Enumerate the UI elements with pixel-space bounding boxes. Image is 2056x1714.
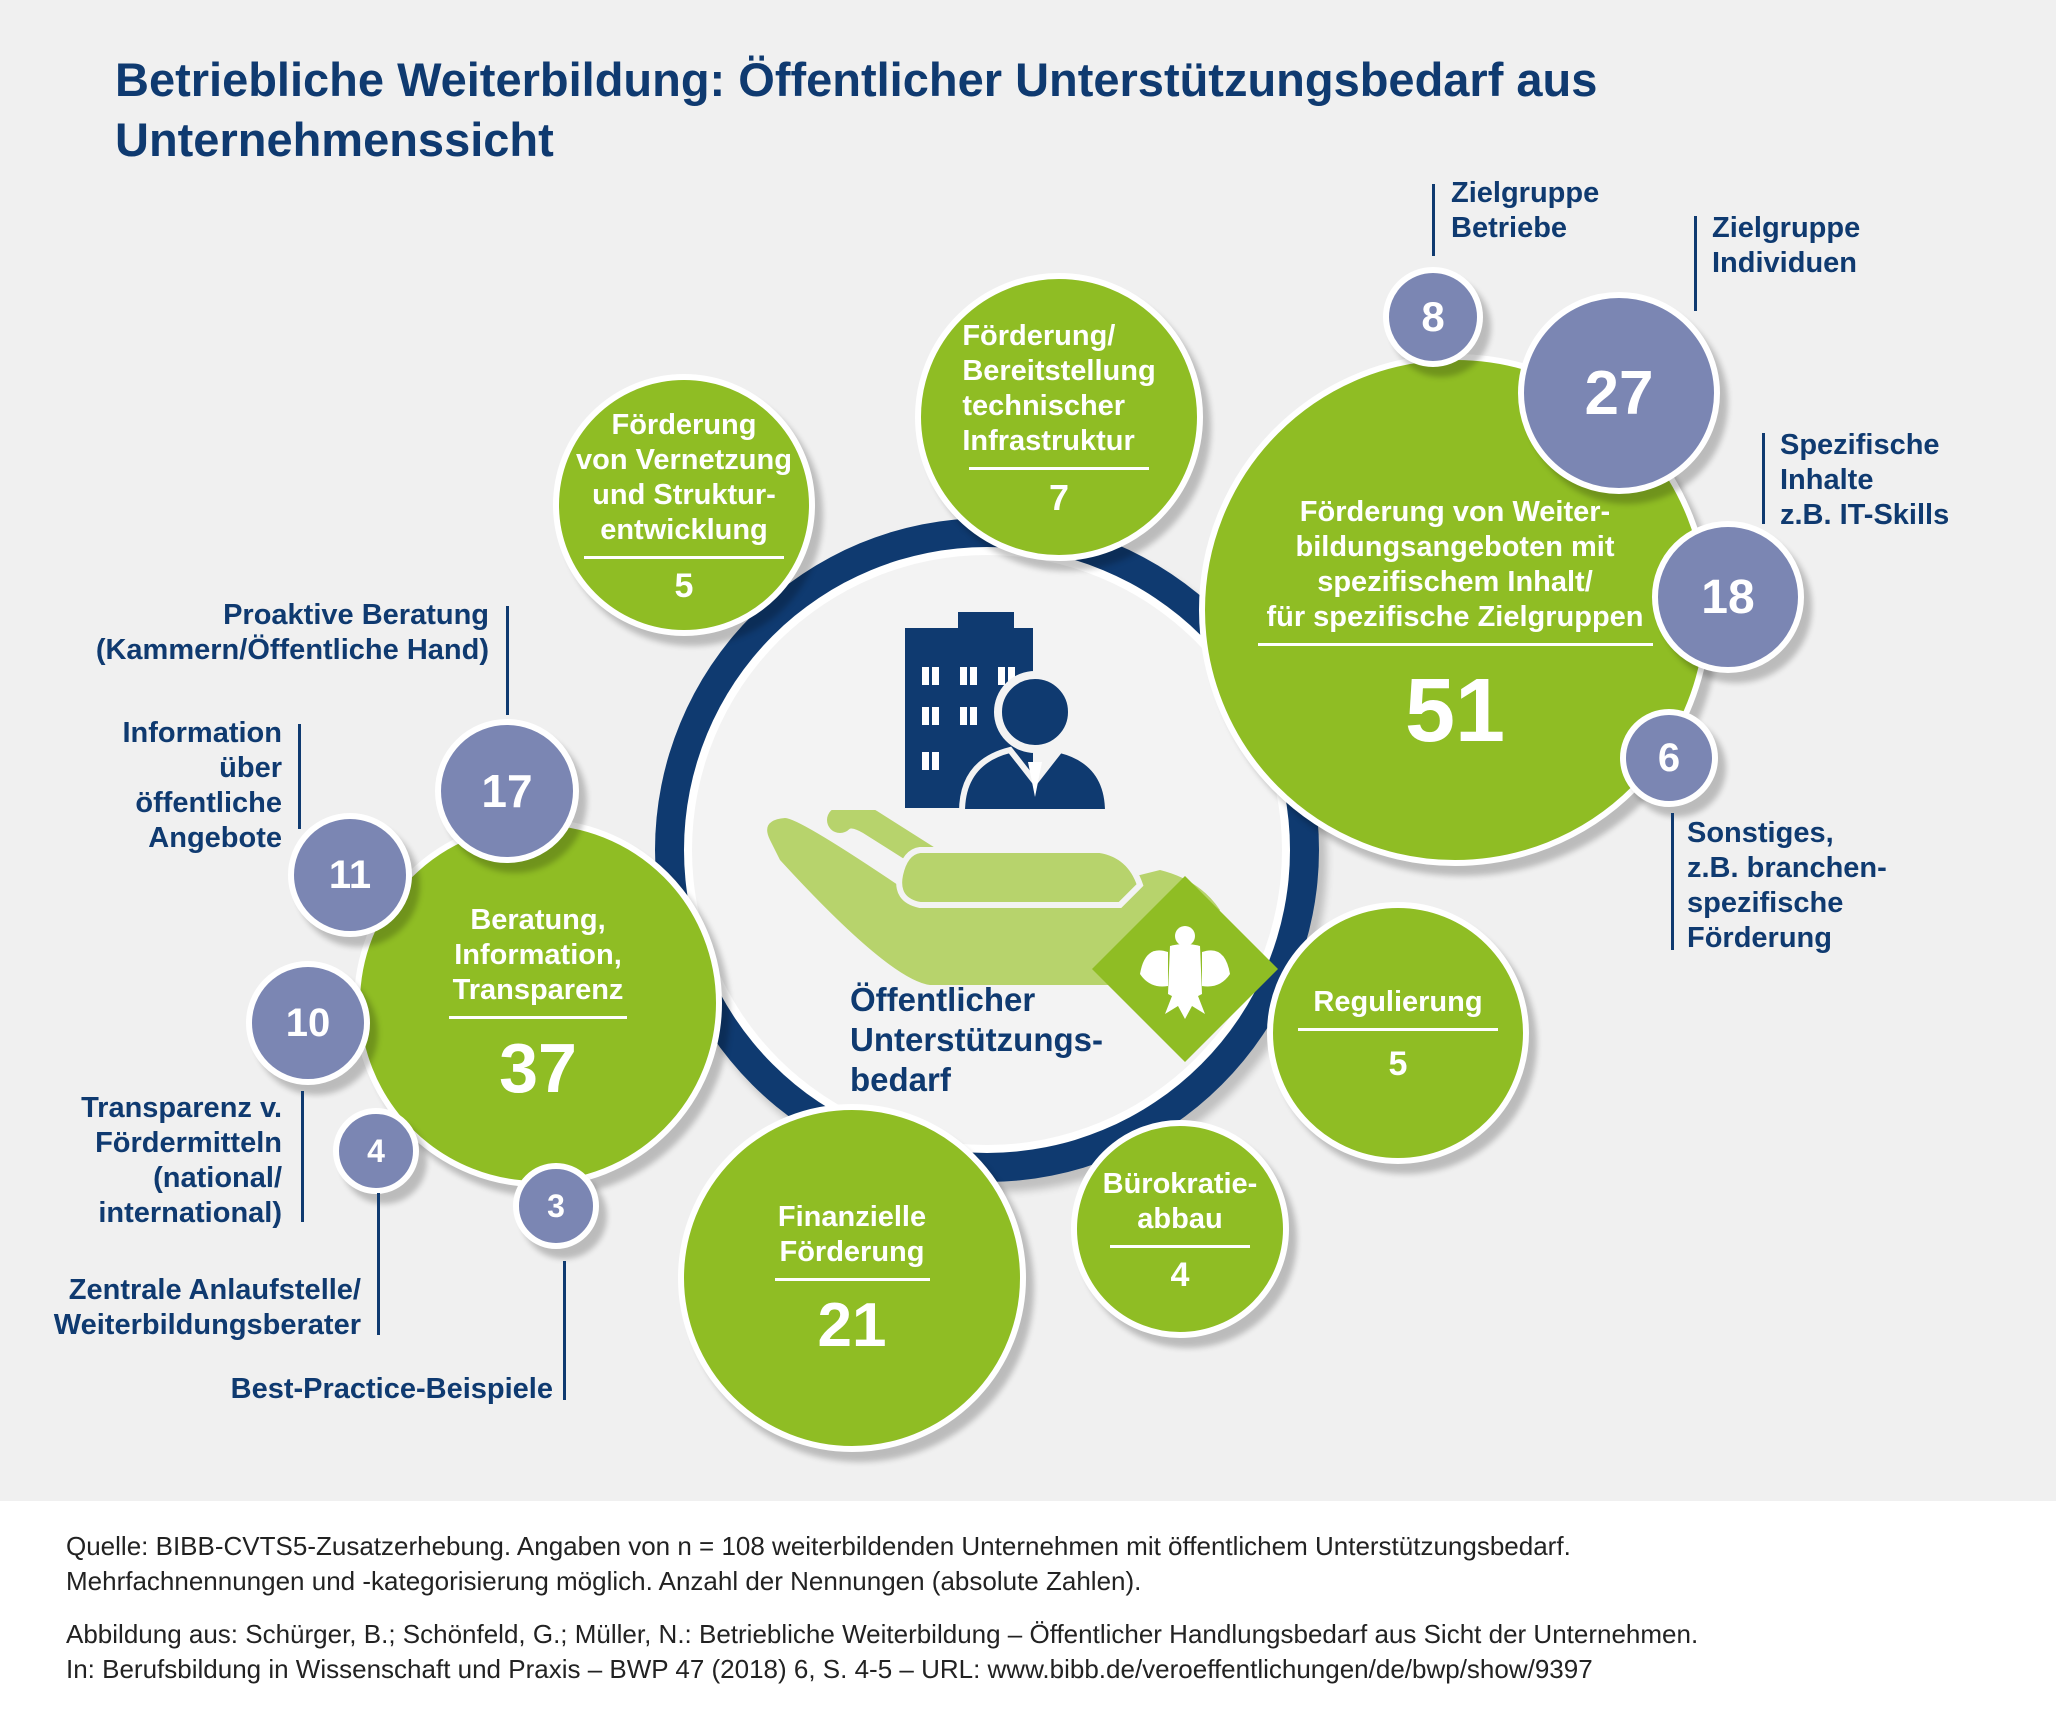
subcircle-zentrale-anlaufstelle: 4 — [333, 1108, 419, 1194]
divider — [969, 466, 1149, 470]
label-transparenz: Transparenz v. Fördermitteln (national/ … — [81, 1092, 282, 1229]
category-value: 7 — [1048, 476, 1070, 518]
category-label: Förderung von Vernetzung und Struktur- e… — [576, 408, 792, 546]
subcircle-proaktive-beratung: 17 — [435, 719, 579, 863]
label-proaktive-beratung: Proaktive Beratung (Kammern/Öffentliche … — [95, 599, 489, 666]
category-label: Regulierung — [1313, 986, 1483, 1018]
category-value: 5 — [1388, 1045, 1408, 1083]
category-value: 37 — [499, 1029, 577, 1107]
divider — [1110, 1244, 1250, 1248]
category-label: Bürokratie- abbau — [1102, 1167, 1258, 1235]
circle-regulierung: Regulierung 5 — [1267, 902, 1529, 1164]
open-hand-icon — [767, 810, 1220, 985]
circle-vernetzung: Förderung von Vernetzung und Struktur- e… — [553, 374, 815, 636]
category-value: 51 — [1404, 660, 1506, 761]
category-label: Beratung, Information, Transparenz — [452, 904, 624, 1006]
category-label: Finanzielle Förderung — [777, 1200, 927, 1268]
circle-buerokratieabbau: Bürokratie- abbau 4 — [1071, 1120, 1289, 1338]
subcircle-transparenz: 10 — [246, 961, 370, 1085]
category-value: 4 — [1170, 1255, 1190, 1294]
leader-line — [298, 724, 301, 829]
circle-beratung: Beratung, Information, Transparenz 37 — [354, 819, 722, 1187]
leader-line — [1432, 184, 1435, 256]
subcircle-sonstiges: 6 — [1620, 709, 1718, 807]
divider — [449, 1016, 627, 1019]
leader-line — [563, 1261, 566, 1400]
leader-line — [1762, 433, 1765, 524]
divider — [1298, 1028, 1498, 1031]
subcircle-best-practice: 3 — [513, 1163, 599, 1249]
center-label: Öffentlicher Unterstützungs- bedarf — [850, 981, 1103, 1098]
building-person-icon — [905, 612, 1110, 815]
circle-infrastruktur: Förderung/ Bereitstellung technischer In… — [915, 273, 1203, 561]
category-value: 21 — [817, 1290, 887, 1360]
page-title: Betriebliche Weiterbildung: Öffentlicher… — [115, 53, 1598, 166]
footer-source: Quelle: BIBB-CVTS5-Zusatzerhebung. Angab… — [66, 1531, 1571, 1596]
subcircle-information: 11 — [288, 813, 412, 937]
category-label: Förderung/ Bereitstellung technischer In… — [962, 319, 1156, 457]
leader-line — [1694, 216, 1697, 311]
circle-finanzielle-foerderung: Finanzielle Förderung 21 — [678, 1104, 1026, 1452]
footer-citation: Abbildung aus: Schürger, B.; Schönfeld, … — [66, 1619, 1699, 1684]
label-zielgruppe-betriebe: Zielgruppe Betriebe — [1451, 177, 1600, 244]
divider — [1257, 642, 1653, 646]
label-zentrale-anlaufstelle: Zentrale Anlaufstelle/ Weiterbildungsber… — [53, 1274, 361, 1341]
subcircle-zielgruppe-individuen: 27 — [1518, 292, 1720, 494]
label-spezifische-inhalte: Spezifische Inhalte z.B. IT-Skills — [1780, 429, 1950, 531]
label-zielgruppe-individuen: Zielgruppe Individuen — [1712, 212, 1861, 279]
label-information: Information über öffentliche Angebote — [122, 717, 283, 854]
subcircle-zielgruppe-betriebe: 8 — [1383, 267, 1483, 367]
leader-line — [1671, 813, 1674, 950]
leader-line — [506, 606, 509, 715]
category-label: Förderung von Weiter- bildungsangeboten … — [1266, 495, 1644, 633]
label-sonstiges: Sonstiges, z.B. branchen- spezifische Fö… — [1687, 817, 1887, 954]
divider — [584, 555, 784, 559]
label-best-practice: Best-Practice-Beispiele — [230, 1373, 553, 1405]
leader-line — [301, 1091, 304, 1222]
federal-eagle-icon — [1092, 876, 1278, 1062]
leader-line — [377, 1193, 380, 1335]
category-value: 5 — [674, 566, 694, 605]
divider — [774, 1277, 930, 1281]
subcircle-spezifische-inhalte: 18 — [1652, 521, 1804, 673]
